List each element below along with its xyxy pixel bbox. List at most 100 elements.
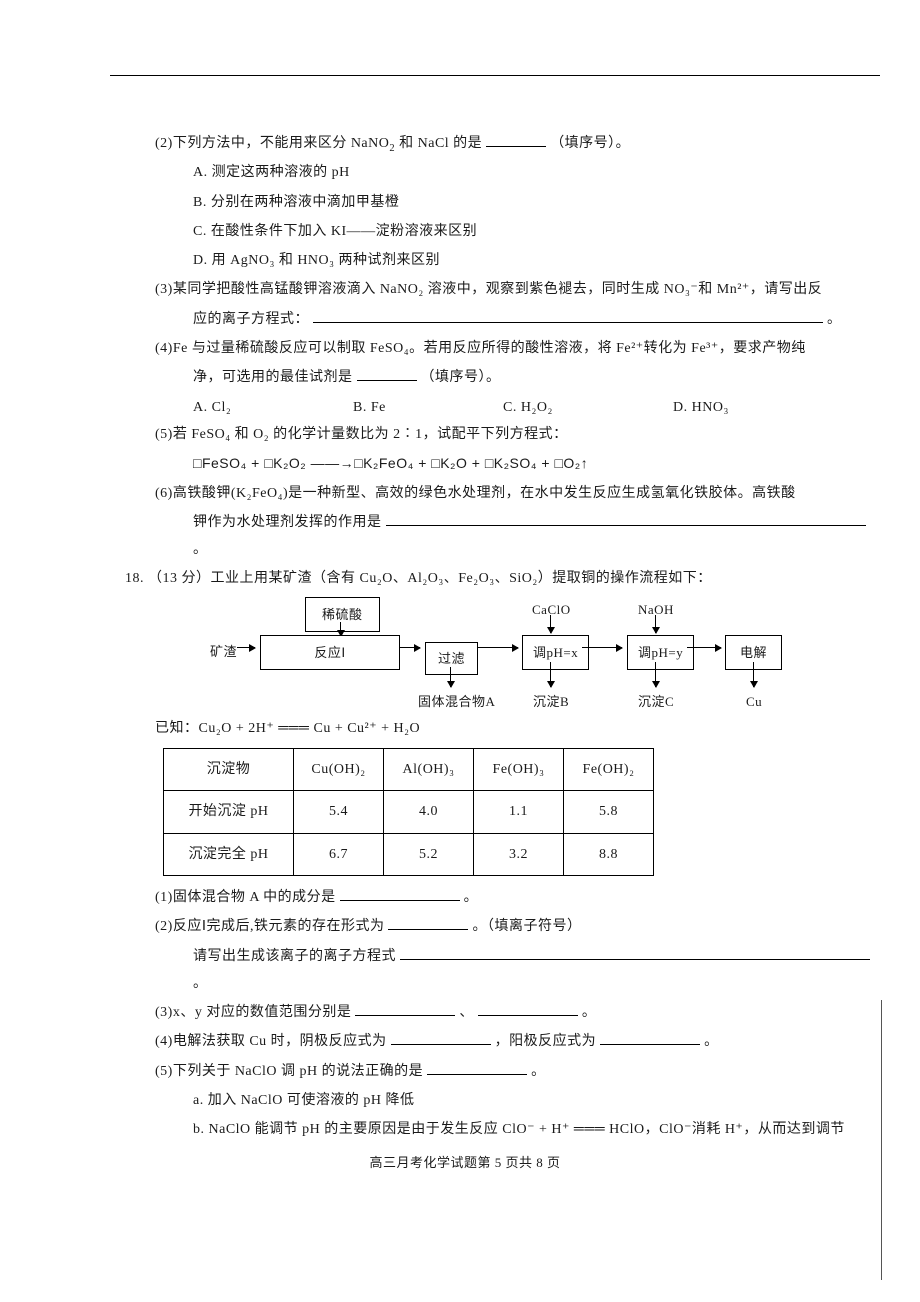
th-1: Cu(OH)₂ bbox=[294, 749, 384, 791]
table-row: 开始沉淀 pH 5.4 4.0 1.1 5.8 bbox=[164, 791, 654, 833]
q4-b: 净，可选用的最佳试剂是 bbox=[193, 370, 353, 385]
arrow-phx-phy bbox=[582, 647, 622, 648]
td-r0c3: 1.1 bbox=[474, 791, 564, 833]
s5a: a. 加入 NaClO 可使溶液的 pH 降低 bbox=[155, 1087, 875, 1114]
arrow-ore bbox=[237, 647, 255, 648]
q6-tail: 。 bbox=[193, 542, 208, 557]
s2a-tail: 。（填离子符号） bbox=[472, 919, 581, 934]
flow-filter: 过滤 bbox=[425, 642, 478, 675]
q2-stem: (2)下列方法中，不能用来区分 NaNO2 和 NaCl 的是 （填序号）。 bbox=[155, 130, 875, 157]
arrow-h2so4 bbox=[340, 622, 341, 636]
known-eq: 已知：Cu₂O + 2H⁺ ═══ Cu + Cu²⁺ + H₂O bbox=[155, 715, 875, 742]
td-r1c3: 3.2 bbox=[474, 833, 564, 875]
s5-tail: 。 bbox=[531, 1064, 546, 1079]
s2b-blank bbox=[400, 946, 870, 960]
flow-caclo: CaClO bbox=[532, 597, 571, 622]
flow-rxn1: 反应Ⅰ bbox=[260, 635, 400, 670]
q6-blank bbox=[386, 512, 866, 526]
q2-stem-tail: （填序号）。 bbox=[550, 136, 630, 151]
q6-b-wrap: 钾作为水处理剂发挥的作用是 。 bbox=[155, 509, 875, 564]
flow-h2so4: 稀硫酸 bbox=[305, 597, 380, 632]
s2a-blank bbox=[388, 916, 468, 930]
q5-eq: □FeSO₄ + □K₂O₂ ——→□K₂FeO₄ + □K₂O + □K₂SO… bbox=[155, 450, 875, 477]
arrow-naoh bbox=[655, 615, 656, 633]
q3-b-wrap: 应的离子方程式： 。 bbox=[155, 306, 875, 333]
table-header-row: 沉淀物 Cu(OH)₂ Al(OH)₃ Fe(OH)₃ Fe(OH)₂ bbox=[164, 749, 654, 791]
arrow-phx-down bbox=[550, 662, 551, 687]
s1-tail: 。 bbox=[464, 890, 479, 905]
td-r0c0: 开始沉淀 pH bbox=[164, 791, 294, 833]
q4-b-wrap: 净，可选用的最佳试剂是 （填序号）。 bbox=[155, 364, 875, 391]
q5-a: (5)若 FeSO₄ 和 O₂ 的化学计量数比为 2∶1，试配平下列方程式： bbox=[155, 421, 875, 448]
q3-b: 应的离子方程式： bbox=[193, 312, 309, 327]
flow-cu: Cu bbox=[746, 689, 762, 714]
q2-stem-b: 和 NaCl 的是 bbox=[399, 136, 482, 151]
flow-solidA: 固体混合物A bbox=[418, 689, 495, 714]
s4a-blank bbox=[391, 1031, 491, 1045]
s1-wrap: (1)固体混合物 A 中的成分是 。 bbox=[155, 884, 875, 911]
arrow-phy-down bbox=[655, 662, 656, 687]
s3-tail: 。 bbox=[582, 1005, 597, 1020]
q6-a: (6)高铁酸钾(K₂FeO₄)是一种新型、高效的绿色水处理剂，在水中发生反应生成… bbox=[155, 480, 875, 507]
q6-b: 钾作为水处理剂发挥的作用是 bbox=[193, 515, 382, 530]
td-r0c4: 5.8 bbox=[564, 791, 654, 833]
page-content: (2)下列方法中，不能用来区分 NaNO2 和 NaCl 的是 （填序号）。 A… bbox=[155, 130, 875, 1175]
td-r1c1: 6.7 bbox=[294, 833, 384, 875]
ph-table: 沉淀物 Cu(OH)₂ Al(OH)₃ Fe(OH)₃ Fe(OH)₂ 开始沉淀… bbox=[163, 748, 654, 876]
arrow-rxn-filter bbox=[400, 647, 420, 648]
s5-wrap: (5)下列关于 NaClO 调 pH 的说法正确的是 。 bbox=[155, 1058, 875, 1085]
q18-prefix: 18. bbox=[125, 571, 144, 586]
q4-optD: D. HNO₃ bbox=[673, 394, 729, 421]
s2b-tail: 。 bbox=[193, 976, 208, 991]
flow-ore: 矿渣 bbox=[210, 639, 237, 664]
q3-blank bbox=[313, 309, 823, 323]
q2-optC: C. 在酸性条件下加入 KI——淀粉溶液来区别 bbox=[155, 218, 875, 245]
s4b-blank bbox=[600, 1031, 700, 1045]
q4-blank bbox=[357, 367, 417, 381]
th-3: Fe(OH)₃ bbox=[474, 749, 564, 791]
q4-optB: B. Fe bbox=[353, 394, 503, 421]
th-4: Fe(OH)₂ bbox=[564, 749, 654, 791]
s3-wrap: (3)x、y 对应的数值范围分别是 、 。 bbox=[155, 999, 875, 1026]
q4-optA: A. Cl₂ bbox=[193, 394, 353, 421]
td-r1c0: 沉淀完全 pH bbox=[164, 833, 294, 875]
page-top-rule bbox=[110, 75, 880, 76]
s1: (1)固体混合物 A 中的成分是 bbox=[155, 890, 336, 905]
flow-phy: 调pH=y bbox=[627, 635, 694, 670]
q18-stem: （13 分）工业上用某矿渣（含有 Cu₂O、Al₂O₃、Fe₂O₃、SiO₂）提… bbox=[148, 571, 712, 586]
q18-stem-wrap: 18. （13 分）工业上用某矿渣（含有 Cu₂O、Al₂O₃、Fe₂O₃、Si… bbox=[125, 565, 875, 592]
td-r1c4: 8.8 bbox=[564, 833, 654, 875]
arrow-caclo bbox=[550, 615, 551, 633]
table-row: 沉淀完全 pH 6.7 5.2 3.2 8.8 bbox=[164, 833, 654, 875]
s2b: 请写出生成该离子的离子方程式 bbox=[193, 949, 396, 964]
q4-a: (4)Fe 与过量稀硫酸反应可以制取 FeSO₄。若用反应所得的酸性溶液，将 F… bbox=[155, 335, 875, 362]
flow-pptC: 沉淀C bbox=[638, 689, 674, 714]
s3-sep: 、 bbox=[459, 1005, 474, 1020]
q3-tail: 。 bbox=[827, 312, 842, 327]
s5-blank bbox=[427, 1061, 527, 1075]
q2-optB: B. 分别在两种溶液中滴加甲基橙 bbox=[155, 189, 875, 216]
td-r0c1: 5.4 bbox=[294, 791, 384, 833]
q4-b-tail: （填序号）。 bbox=[421, 370, 501, 385]
s4b: ，阳极反应式为 bbox=[495, 1034, 597, 1049]
s5: (5)下列关于 NaClO 调 pH 的说法正确的是 bbox=[155, 1064, 423, 1079]
th-0: 沉淀物 bbox=[164, 749, 294, 791]
q4-optC: C. H₂O₂ bbox=[503, 394, 673, 421]
arrow-phy-elec bbox=[687, 647, 721, 648]
flow-phx: 调pH=x bbox=[522, 635, 589, 670]
s2a-wrap: (2)反应Ⅰ完成后,铁元素的存在形式为 。（填离子符号） bbox=[155, 913, 875, 940]
s4-tail: 。 bbox=[704, 1034, 719, 1049]
s3: (3)x、y 对应的数值范围分别是 bbox=[155, 1005, 351, 1020]
s1-blank bbox=[340, 887, 460, 901]
flowchart: 矿渣 稀硫酸 反应Ⅰ 过滤 固体混合物A CaClO 调pH=x 沉淀B NaO… bbox=[250, 597, 840, 707]
td-r0c2: 4.0 bbox=[384, 791, 474, 833]
arrow-filter-down bbox=[450, 667, 451, 687]
q2-blank bbox=[486, 133, 546, 147]
q2-optD: D. 用 AgNO₃ 和 HNO₃ 两种试剂来区别 bbox=[155, 247, 875, 274]
q3-a: (3)某同学把酸性高锰酸钾溶液滴入 NaNO₂ 溶液中，观察到紫色褪去，同时生成… bbox=[155, 276, 875, 303]
th-2: Al(OH)₃ bbox=[384, 749, 474, 791]
arrow-filter-phx bbox=[478, 647, 518, 648]
arrow-elec-down bbox=[753, 662, 754, 687]
flow-pptB: 沉淀B bbox=[533, 689, 569, 714]
q2-stem-a: (2)下列方法中，不能用来区分 NaNO bbox=[155, 136, 389, 151]
